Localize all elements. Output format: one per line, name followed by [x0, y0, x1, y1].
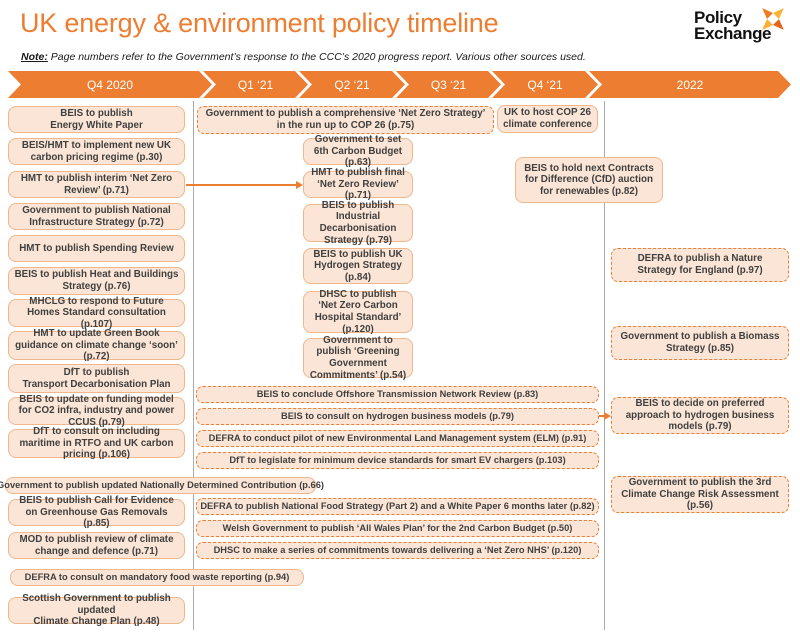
timeline-segment-q2-21: Q2 ‘21: [299, 71, 405, 98]
event-box: DEFRA to publish a Nature Strategy for E…: [611, 248, 789, 282]
event-box: Government to publish a Biomass Strategy…: [611, 326, 789, 360]
pinwheel-x-icon: [762, 8, 784, 30]
column-divider: [193, 101, 194, 630]
event-box: BEIS to publish UK Hydrogen Strategy (p.…: [303, 248, 413, 284]
event-box-cop26: UK to host COP 26 climate conference: [497, 105, 598, 133]
event-box: BEIS to consult on hydrogen business mod…: [196, 408, 599, 425]
event-box: BEIS to decide on preferred approach to …: [611, 397, 789, 434]
event-box: Welsh Government to publish ‘All Wales P…: [196, 520, 599, 537]
event-box: Government to publish ‘Greening Governme…: [303, 335, 413, 381]
timeline-segment-q4-21: Q4 ‘21: [492, 71, 598, 98]
event-box: DHSC to make a series of commitments tow…: [196, 542, 599, 559]
event-box: BEIS to publish Energy White Paper: [8, 106, 185, 133]
event-box: BEIS to conclude Offshore Transmission N…: [196, 386, 599, 403]
connector-hydrogen-models-line: [599, 415, 605, 417]
event-box: Government to publish National Infrastru…: [8, 203, 185, 230]
event-box: HMT to publish Spending Review: [8, 235, 185, 262]
event-box-cfd-auction: BEIS to hold next Contracts for Differen…: [515, 157, 663, 203]
event-box: HMT to publish interim ‘Net Zero Review’…: [8, 171, 185, 198]
logo-text-exchange: Exchange: [694, 24, 772, 43]
event-box: DfT to legislate for minimum device stan…: [196, 452, 599, 469]
event-box: BEIS to publish Call for Evidence on Gre…: [8, 495, 185, 529]
event-box: DfT to consult on including maritime in …: [8, 426, 185, 460]
event-box: HMT to publish final ‘Net Zero Review’ (…: [303, 167, 413, 201]
event-box-net-zero-strategy: Government to publish a comprehensive ‘N…: [197, 106, 494, 134]
timeline-segment-q4-2020: Q4 2020: [8, 71, 212, 98]
timeline-segment-2022: 2022: [589, 71, 791, 98]
event-box-ndc: Government to publish updated Nationally…: [0, 477, 324, 494]
event-box-food-waste: DEFRA to consult on mandatory food waste…: [10, 569, 304, 586]
timeline-segment-q1-21: Q1 ‘21: [203, 71, 308, 98]
event-box: BEIS to publish Heat and Buildings Strat…: [8, 267, 185, 295]
event-box: HMT to update Green Book guidance on cli…: [8, 328, 185, 362]
event-box: Government to publish the 3rd Climate Ch…: [611, 476, 789, 513]
logo-text-policy: Policy: [694, 8, 742, 27]
event-box: BEIS to update on funding model for CO2 …: [8, 394, 185, 428]
event-box: DEFRA to publish National Food Strategy …: [196, 498, 599, 515]
event-box: Scottish Government to publish updated C…: [8, 593, 185, 627]
event-box: DHSC to publish ‘Net Zero Carbon Hospita…: [303, 289, 413, 335]
note-text: Note: Page numbers refer to the Governme…: [21, 51, 586, 63]
event-box: DfT to publish Transport Decarbonisation…: [8, 364, 185, 393]
connector-hydrogen-models-arrowhead: [604, 411, 611, 420]
connector-net-zero-review-arrowhead: [296, 180, 303, 189]
page-title: UK energy & environment policy timeline: [20, 8, 499, 38]
policy-exchange-logo: Policy Exchange: [694, 8, 794, 43]
event-box: BEIS/HMT to implement new UK carbon pric…: [8, 138, 185, 165]
note-label: Note:: [21, 51, 48, 63]
event-box: BEIS to publish Industrial Decarbonisati…: [303, 200, 413, 246]
connector-net-zero-review-line: [186, 184, 297, 186]
event-box: MHCLG to respond to Future Homes Standar…: [8, 296, 185, 330]
column-divider: [604, 101, 605, 630]
event-box: MOD to publish review of climate change …: [8, 532, 185, 559]
event-box: DEFRA to conduct pilot of new Environmen…: [196, 430, 599, 447]
note-body: Page numbers refer to the Government’s r…: [47, 51, 586, 63]
event-box: Government to set 6th Carbon Budget (p.6…: [303, 134, 413, 168]
timeline-segment-q3-21: Q3 ‘21: [396, 71, 501, 98]
